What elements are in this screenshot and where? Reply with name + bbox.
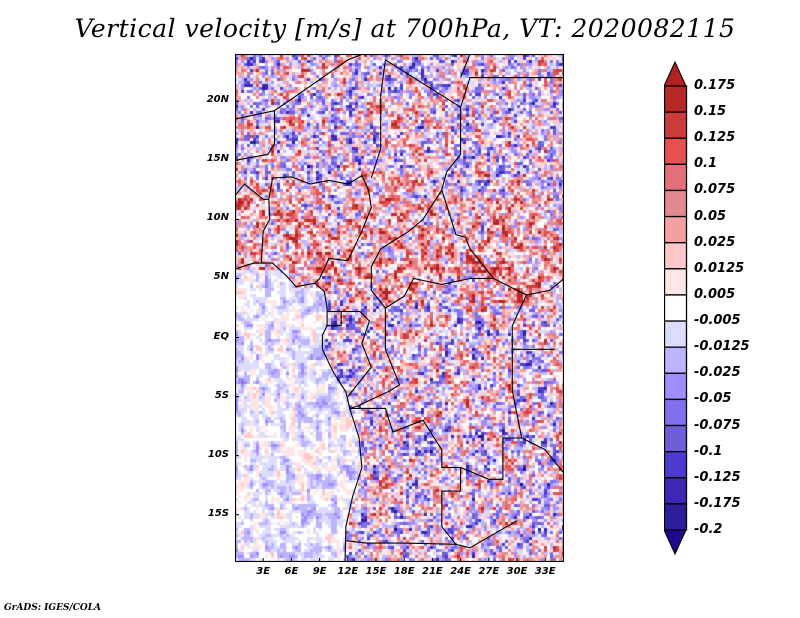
colorbar-label: -0.0125 <box>694 339 750 355</box>
lon-tick-label: 18E <box>393 566 415 577</box>
lon-tick-label: 21E <box>422 566 443 577</box>
colorbar-swatch <box>664 85 688 113</box>
colorbar-swatch <box>664 242 688 270</box>
border-line <box>235 262 363 562</box>
border-line <box>341 310 372 397</box>
colorbar-label: 0.025 <box>694 234 736 250</box>
colorbar <box>664 60 688 556</box>
border-line <box>235 183 271 264</box>
colorbar-swatch <box>664 111 688 139</box>
border-line <box>349 308 401 409</box>
lon-tick-label: 12E <box>337 566 359 577</box>
colorbar-swatch <box>664 137 688 166</box>
border-line <box>521 437 564 474</box>
lon-tick-label: 33E <box>534 566 556 577</box>
border-line <box>460 278 564 480</box>
colorbar-label: -0.075 <box>694 417 741 433</box>
lat-tick-label: 10N <box>206 212 229 224</box>
lat-tick-label: 15N <box>206 153 229 165</box>
lon-tick-label: 27E <box>478 566 500 577</box>
border-line <box>327 310 342 327</box>
colorbar-label: -0.1 <box>694 443 723 459</box>
colorbar-swatch <box>664 372 688 401</box>
border-line <box>460 54 471 78</box>
lat-tick-label: 5S <box>214 389 229 401</box>
colorbar-swatch <box>664 398 688 427</box>
footer-credit: GrADS: IGES/COLA <box>4 603 102 613</box>
lon-tick-label: 30E <box>506 566 528 577</box>
colorbar-label: -0.005 <box>694 313 741 329</box>
border-line <box>235 54 364 120</box>
lat-tick-label: 10S <box>207 448 229 460</box>
colorbar-label: 0.005 <box>694 286 736 302</box>
map-overlay <box>235 54 564 562</box>
lon-tick-label: 24E <box>450 566 471 577</box>
colorbar-swatch <box>664 503 688 531</box>
border-line <box>268 174 372 284</box>
colorbar-label: 0.15 <box>694 104 727 120</box>
border-line <box>370 58 527 296</box>
colorbar-label: 0.1 <box>694 156 718 172</box>
colorbar-swatch <box>664 163 688 192</box>
colorbar-label: 0.075 <box>694 182 736 198</box>
colorbar-label: -0.125 <box>694 469 741 485</box>
lat-tick-label: 5N <box>213 271 229 283</box>
colorbar-label: 0.125 <box>694 130 736 146</box>
colorbar-swatch <box>664 189 688 218</box>
border-line <box>345 540 456 545</box>
country-borders <box>235 54 564 562</box>
colorbar-label: -0.2 <box>694 522 723 537</box>
colorbar-swatch <box>664 268 688 296</box>
map-panel <box>235 54 564 562</box>
colorbar-swatch <box>664 477 688 505</box>
lat-tick-label: 15S <box>207 507 229 519</box>
colorbar-label: 0.175 <box>694 78 736 93</box>
colorbar-label: -0.025 <box>694 365 741 381</box>
colorbar-label: 0.0125 <box>694 260 745 276</box>
lat-tick-label: 20N <box>206 94 229 106</box>
colorbar-swatch <box>664 450 688 479</box>
lon-tick-label: 6E <box>284 566 299 577</box>
colorbar-label: -0.175 <box>694 495 741 511</box>
colorbar-swatch <box>664 424 688 453</box>
lon-tick-label: 15E <box>365 566 387 577</box>
colorbar-swatch <box>664 215 688 244</box>
colorbar-label: 0.05 <box>694 208 727 224</box>
map-frame <box>235 54 564 562</box>
vertical-velocity-field <box>235 54 564 562</box>
colorbar-max-arrow <box>664 60 687 87</box>
lon-tick-label: 9E <box>312 566 327 577</box>
border-line <box>235 110 276 161</box>
chart-title: Vertical velocity [m/s] at 700hPa, VT: 2… <box>74 14 736 43</box>
colorbar-label: -0.05 <box>694 391 732 407</box>
colorbar-swatch <box>664 320 688 348</box>
colorbar-swatch <box>664 294 688 322</box>
lat-tick-label: EQ <box>213 330 229 342</box>
border-line <box>349 407 518 549</box>
colorbar-min-arrow <box>664 529 687 556</box>
colorbar-swatch <box>664 346 688 374</box>
border-line <box>460 77 564 108</box>
border-line <box>370 189 494 309</box>
lon-tick-label: 3E <box>256 566 271 577</box>
